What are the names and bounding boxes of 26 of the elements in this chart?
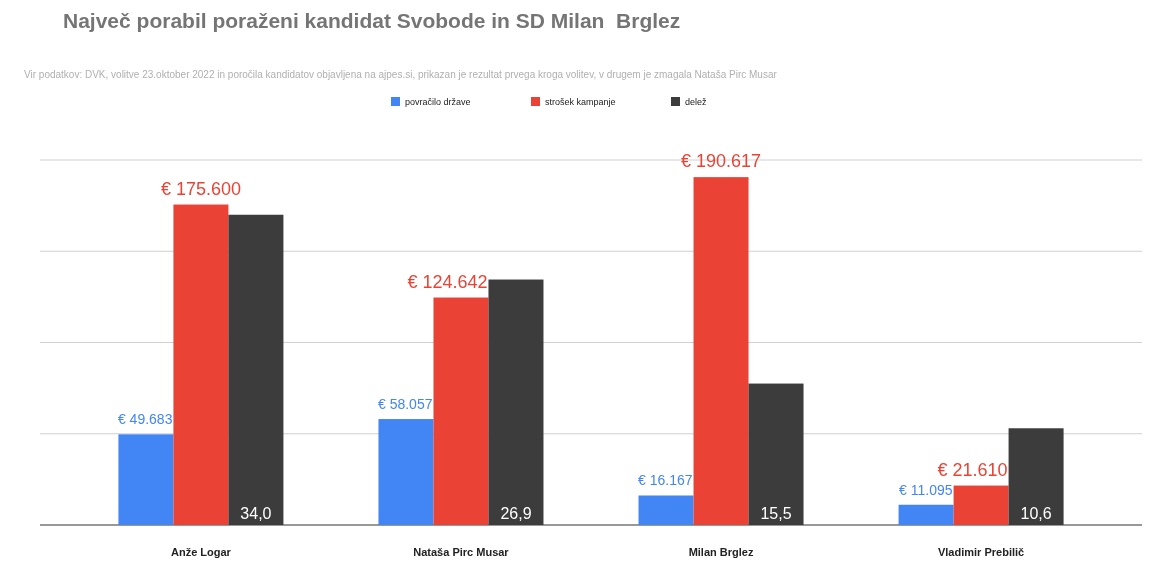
data-label: € 190.617 <box>680 151 762 172</box>
x-tick-label: Vladimir Prebilič <box>937 546 1025 558</box>
bar <box>638 495 694 525</box>
data-label: € 58.057 <box>377 396 433 413</box>
data-label: 10,6 <box>1020 505 1052 522</box>
data-label: € 21.610 <box>937 459 1008 480</box>
x-tick-label: Nataša Pirc Musar <box>413 546 510 558</box>
legend-label: strošek kampanje <box>545 97 616 107</box>
data-label: 26,9 <box>500 505 532 522</box>
chart-title: Največ porabil poraženi kandidat Svobode in SD Milan Brglez <box>63 9 681 32</box>
data-label: € 175.600 <box>160 178 241 199</box>
data-label: 15,5 <box>760 505 792 522</box>
data-label: € 124.642 <box>407 271 488 292</box>
legend-label: povračilo države <box>405 97 471 107</box>
x-tick-label: Milan Brglez <box>688 546 754 558</box>
bar <box>898 504 954 525</box>
bar <box>693 177 749 525</box>
bar <box>378 419 434 525</box>
data-label: € 49.683 <box>117 411 173 428</box>
data-label: 34,0 <box>240 505 272 522</box>
x-tick-label: Anže Logar <box>170 546 232 558</box>
data-label: € 11.095 <box>899 481 953 498</box>
bar <box>118 434 174 525</box>
data-label: € 16.167 <box>638 472 693 489</box>
legend-label: delež <box>685 97 708 107</box>
chart-subtitle: Vir podatkov: DVK, volitve 23.oktober 2022 in poročila kandidatov objavljena na ajpes.si, prikazan je rezultat prvega kroga volitev, v drugem je zmagala Nataša Pirc Musar <box>24 69 778 80</box>
